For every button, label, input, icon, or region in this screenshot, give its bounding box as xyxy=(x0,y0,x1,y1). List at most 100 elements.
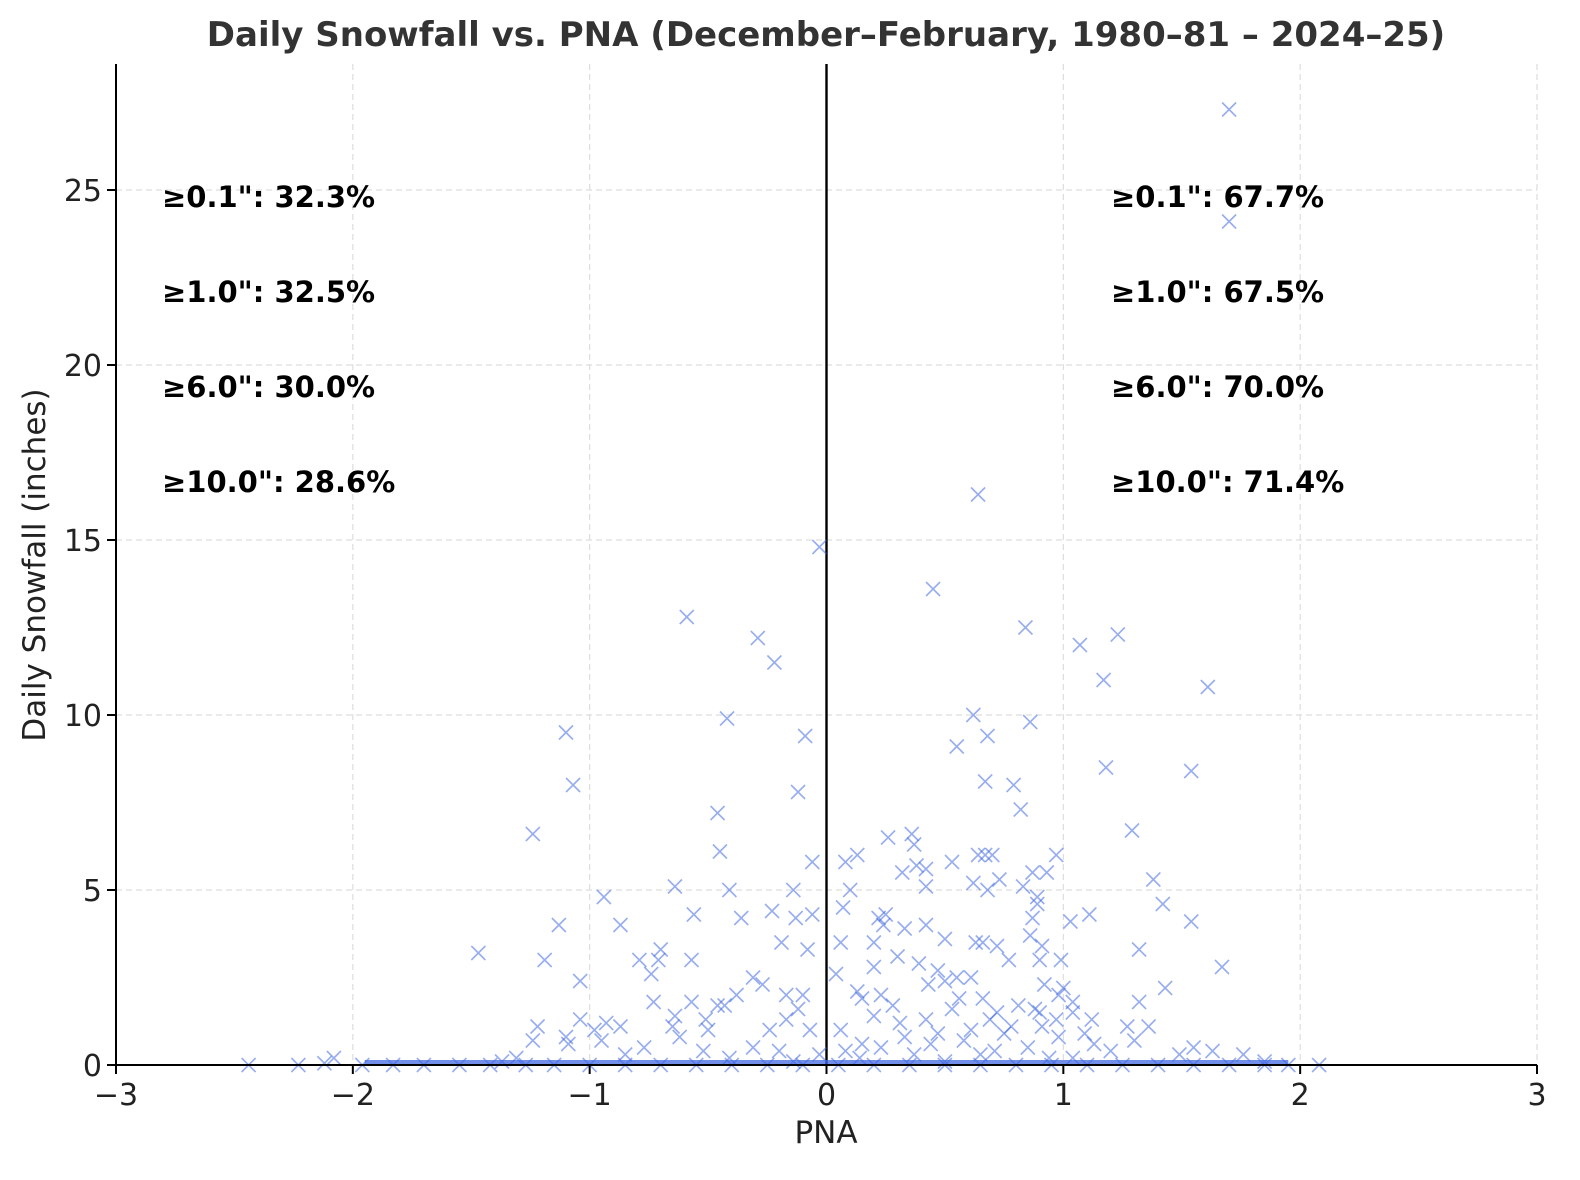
data-point xyxy=(1022,714,1038,730)
y-tick-label: 20 xyxy=(64,349,102,384)
data-point xyxy=(1032,952,1048,968)
data-point xyxy=(1051,987,1067,1003)
negative-pna-annotations: ≥0.1": 32.3% ≥1.0": 32.5% ≥6.0": 30.0% ≥… xyxy=(162,180,395,499)
chart-title: Daily Snowfall vs. PNA (December–Februar… xyxy=(207,15,1445,55)
data-point xyxy=(1029,889,1045,905)
data-point xyxy=(833,934,849,951)
data-point xyxy=(1029,896,1045,912)
data-point xyxy=(643,966,659,982)
data-point xyxy=(1084,1011,1100,1028)
data-point xyxy=(996,1025,1012,1042)
data-point xyxy=(854,1036,870,1052)
data-point xyxy=(1027,1001,1043,1017)
data-point xyxy=(709,805,726,821)
data-point xyxy=(1006,777,1022,793)
data-point xyxy=(1155,896,1171,912)
data-point xyxy=(709,997,726,1014)
data-point xyxy=(1183,913,1199,930)
data-point xyxy=(1055,980,1071,996)
data-point xyxy=(920,976,936,993)
data-point xyxy=(911,955,927,972)
data-point xyxy=(828,966,844,982)
data-point xyxy=(646,994,662,1010)
data-point xyxy=(918,917,934,933)
data-point xyxy=(1235,1046,1251,1063)
data-point xyxy=(790,1001,806,1017)
data-point xyxy=(745,969,761,986)
data-point xyxy=(558,724,574,741)
data-point xyxy=(968,934,984,951)
data-point xyxy=(795,987,811,1003)
data-point xyxy=(799,941,816,958)
data-point xyxy=(989,938,1005,954)
data-point xyxy=(873,987,889,1003)
data-point xyxy=(1072,637,1088,653)
data-point xyxy=(1171,1046,1187,1063)
data-point xyxy=(930,962,946,979)
data-point xyxy=(892,1015,908,1031)
data-point xyxy=(560,1036,576,1052)
data-point xyxy=(1126,1032,1142,1049)
data-point xyxy=(811,539,827,555)
data-point xyxy=(788,910,804,926)
data-point xyxy=(837,1043,854,1059)
data-point xyxy=(773,934,790,951)
x-tick-label: −2 xyxy=(331,1078,375,1113)
data-point xyxy=(1221,101,1237,118)
data-point xyxy=(1020,1039,1036,1056)
data-point xyxy=(790,784,806,800)
data-point xyxy=(833,1022,849,1038)
data-point xyxy=(593,1032,610,1049)
data-point xyxy=(925,581,941,597)
data-point xyxy=(880,829,896,846)
x-tick-label: −1 xyxy=(568,1078,612,1113)
data-point xyxy=(804,906,820,923)
data-point xyxy=(572,973,588,989)
data-point xyxy=(712,843,728,860)
data-point xyxy=(1098,759,1114,776)
data-point xyxy=(866,934,882,951)
data-point xyxy=(1186,1039,1202,1056)
data-point xyxy=(871,910,887,926)
y-tick-label: 10 xyxy=(64,699,102,734)
data-point xyxy=(979,728,996,744)
data-point xyxy=(875,917,891,933)
data-point xyxy=(1221,213,1237,230)
data-point xyxy=(866,959,882,975)
neg-annotation-10.0: ≥10.0": 28.6% xyxy=(162,465,395,499)
data-point xyxy=(1048,1011,1064,1028)
y-tick-label: 5 xyxy=(83,874,102,909)
data-point xyxy=(930,1025,946,1042)
data-point xyxy=(956,1032,972,1049)
data-point xyxy=(984,847,1000,863)
data-point xyxy=(963,969,979,986)
data-point xyxy=(1001,952,1017,968)
data-point xyxy=(970,486,986,503)
data-point xyxy=(918,878,934,895)
pos-annotation-6.0: ≥6.0": 70.0% xyxy=(1111,370,1324,404)
data-point xyxy=(889,948,906,965)
data-point xyxy=(923,1036,939,1052)
data-point xyxy=(949,969,965,986)
data-point xyxy=(612,1018,629,1035)
data-point xyxy=(804,854,820,870)
data-point xyxy=(717,997,733,1014)
data-point xyxy=(1051,1029,1067,1045)
data-point xyxy=(908,857,925,874)
data-point xyxy=(785,882,801,898)
y-tick-label: 0 xyxy=(83,1049,102,1084)
data-point xyxy=(664,1018,681,1035)
data-point xyxy=(866,1008,882,1024)
data-point xyxy=(733,910,749,926)
data-point xyxy=(842,882,858,898)
data-point xyxy=(683,952,700,968)
data-point xyxy=(672,1029,688,1045)
data-point xyxy=(897,920,913,937)
data-point xyxy=(987,1043,1003,1059)
data-point xyxy=(975,934,991,951)
data-point xyxy=(970,847,986,863)
data-point xyxy=(894,864,910,881)
data-point xyxy=(1183,763,1199,779)
data-point xyxy=(904,826,920,842)
data-point xyxy=(906,836,922,853)
